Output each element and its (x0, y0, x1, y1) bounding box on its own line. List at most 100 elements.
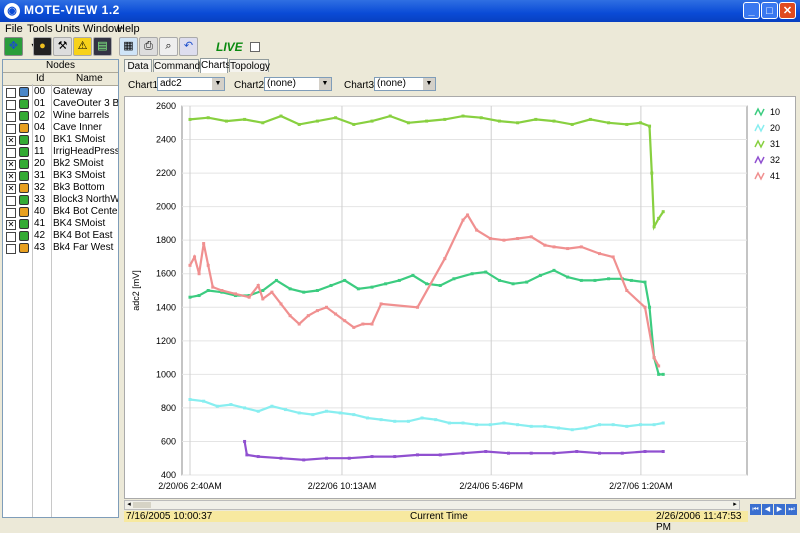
node-checkbox[interactable]: ✕ (6, 184, 16, 194)
node-checkbox[interactable] (6, 88, 16, 98)
node-checkbox[interactable]: ✕ (6, 160, 16, 170)
data-point (648, 305, 652, 309)
node-name: CaveOuter 3 Ba... (53, 98, 119, 109)
menu-tools[interactable]: Tools (27, 23, 53, 35)
tools-icon[interactable]: ⚒ (53, 37, 72, 56)
node-row[interactable]: 33 Block3 NorthW... (3, 194, 118, 206)
scroll-thumb[interactable] (133, 502, 151, 508)
data-point (511, 282, 515, 286)
column-id[interactable]: Id (36, 73, 45, 84)
first-page-icon[interactable]: ⏮ (750, 504, 761, 515)
monitor-icon[interactable]: ▤ (93, 37, 112, 56)
data-point (315, 309, 319, 313)
chart2-select[interactable]: (none) ▼ (264, 77, 332, 91)
export-icon[interactable]: ▦ (119, 37, 138, 56)
status-current-time-label: Current Time (410, 511, 468, 522)
node-row[interactable]: ✕ 10 BK1 SMoist (3, 134, 118, 146)
menu-help[interactable]: Help (117, 23, 140, 35)
node-checkbox[interactable]: ✕ (6, 172, 16, 182)
status-bar: 7/16/2005 10:00:37 Current Time 2/26/200… (124, 511, 748, 533)
data-point (661, 210, 665, 214)
tab-topology[interactable]: Topology (229, 59, 271, 72)
data-point (607, 121, 611, 125)
print-icon[interactable]: ⎙ (139, 37, 158, 56)
chevron-down-icon: ▼ (423, 78, 435, 90)
data-point (297, 411, 301, 415)
node-row[interactable]: 40 Bk4 Bot Center (3, 206, 118, 218)
data-point (315, 119, 319, 123)
y-tick-label: 1400 (156, 302, 176, 312)
data-point (379, 418, 383, 422)
node-row[interactable]: 04 Cave Inner (3, 122, 118, 134)
mote-icon (19, 87, 29, 97)
chart1-select[interactable]: adc2 ▼ (157, 77, 225, 91)
node-row[interactable]: 43 Bk4 Far West (3, 242, 118, 254)
data-point (516, 423, 520, 427)
data-point (543, 424, 547, 428)
menu-units[interactable]: Units (55, 23, 81, 35)
mote-icon (19, 111, 29, 121)
undo-icon[interactable]: ↶ (179, 37, 198, 56)
data-point (243, 406, 247, 410)
data-point (516, 237, 520, 241)
minimize-button[interactable]: _ (743, 2, 760, 19)
data-point (188, 295, 192, 299)
data-point (657, 364, 661, 368)
node-checkbox[interactable] (6, 124, 16, 134)
last-page-icon[interactable]: ⏭ (786, 504, 797, 515)
legend-swatch (754, 171, 765, 181)
data-point (611, 423, 615, 427)
tab-data[interactable]: Data (124, 59, 152, 72)
node-row[interactable]: 01 CaveOuter 3 Ba... (3, 98, 118, 110)
node-checkbox[interactable] (6, 244, 16, 254)
column-name[interactable]: Name (76, 73, 103, 84)
menu-window[interactable]: Window (83, 23, 123, 35)
next-page-icon[interactable]: ▶ (774, 504, 785, 515)
node-row[interactable]: 00 Gateway (3, 86, 118, 98)
tab-command[interactable]: Command (153, 59, 201, 72)
node-name: BK4 Bot East (53, 230, 113, 241)
node-checkbox[interactable] (6, 100, 16, 110)
prev-page-icon[interactable]: ◀ (762, 504, 773, 515)
data-point (497, 278, 501, 282)
data-point (406, 121, 410, 125)
node-row[interactable]: 02 Wine barrels (3, 110, 118, 122)
menu-file[interactable]: File (5, 23, 23, 35)
live-checkbox[interactable] (250, 42, 260, 52)
data-point (247, 295, 251, 299)
data-point (234, 294, 237, 298)
data-point (325, 409, 328, 413)
node-row[interactable]: 42 BK4 Bot East (3, 230, 118, 242)
maximize-button[interactable]: □ (761, 2, 778, 19)
node-name: BK1 SMoist (53, 134, 106, 145)
legend-label: 32 (770, 155, 780, 165)
data-point (488, 237, 492, 241)
node-checkbox[interactable] (6, 112, 16, 122)
node-row[interactable]: 11 IrrigHeadPress... (3, 146, 118, 158)
warning-icon[interactable]: ⚠ (73, 37, 92, 56)
data-point (579, 245, 583, 249)
node-checkbox[interactable]: ✕ (6, 136, 16, 146)
navigate-icon[interactable]: ✥ (4, 37, 23, 56)
data-point (411, 273, 415, 277)
node-checkbox[interactable] (6, 208, 16, 218)
node-row[interactable]: ✕ 41 BK4 SMoist (3, 218, 118, 230)
node-checkbox[interactable]: ✕ (6, 220, 16, 230)
traffic-light-icon[interactable]: ● (33, 37, 52, 56)
node-id: 04 (34, 122, 46, 133)
preview-icon[interactable]: ⌕ (159, 37, 178, 56)
node-checkbox[interactable] (6, 196, 16, 206)
tab-charts[interactable]: Charts (200, 58, 231, 73)
node-checkbox[interactable] (6, 232, 16, 242)
close-button[interactable]: ✕ (779, 2, 796, 19)
node-row[interactable]: ✕ 31 BK3 SMoist (3, 170, 118, 182)
node-row[interactable]: ✕ 20 Bk2 SMoist (3, 158, 118, 170)
chart3-select[interactable]: (none) ▼ (374, 77, 436, 91)
time-scrollbar[interactable]: ◂ ▸ (124, 500, 740, 510)
node-row[interactable]: ✕ 32 Bk3 Bottom (3, 182, 118, 194)
node-checkbox[interactable] (6, 148, 16, 158)
mote-icon (19, 195, 29, 205)
data-point (502, 238, 506, 242)
data-point (256, 455, 260, 459)
nodes-column-header: Id Name (3, 73, 118, 86)
